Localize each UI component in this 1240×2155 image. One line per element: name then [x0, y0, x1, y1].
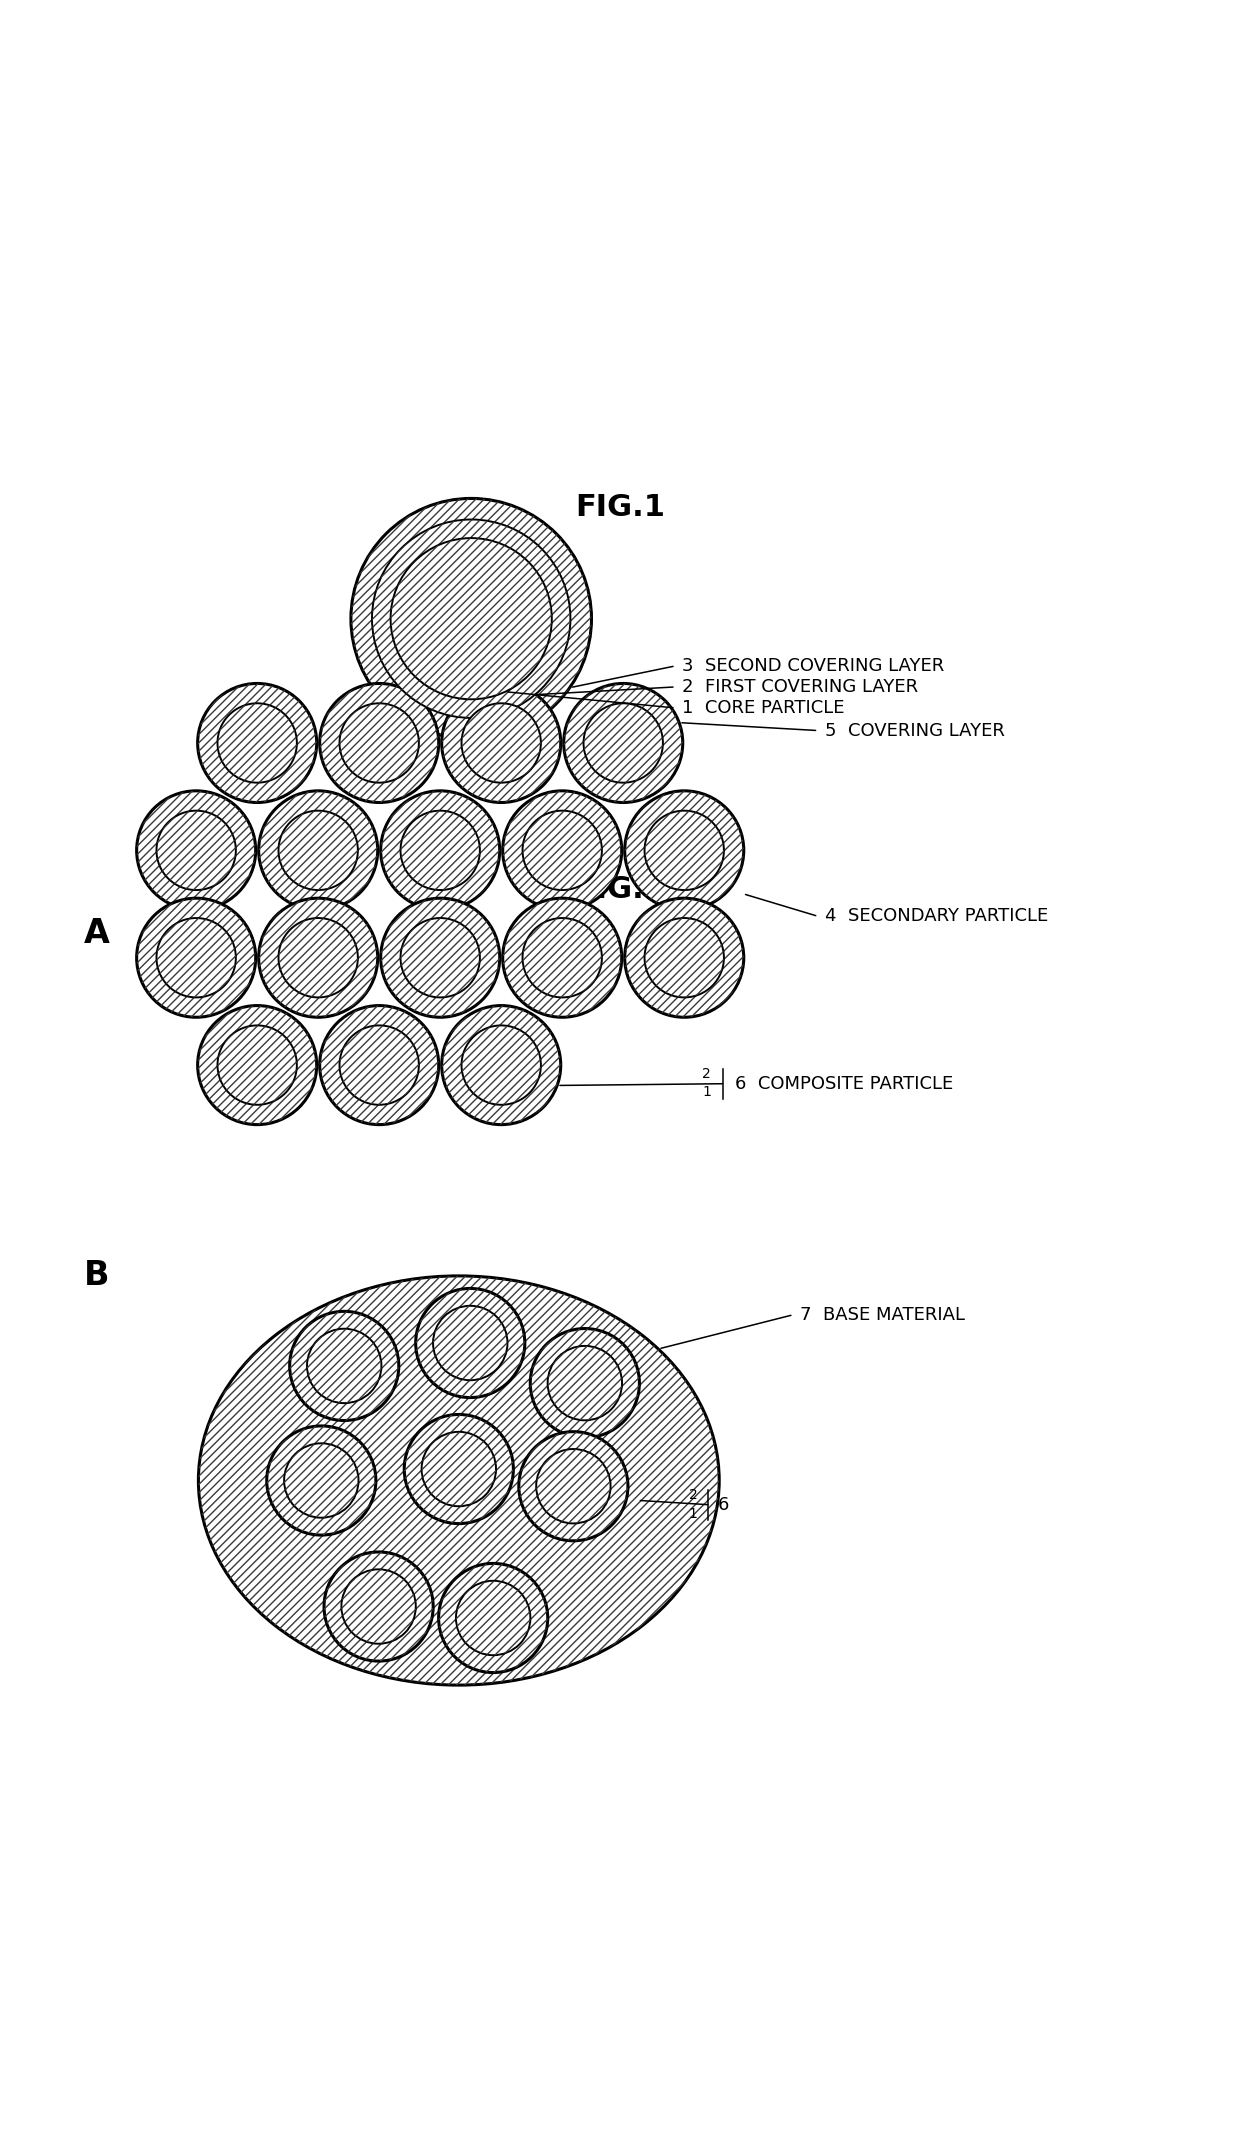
Text: FIG.2: FIG.2 — [575, 875, 665, 903]
Circle shape — [625, 899, 744, 1017]
Text: 7  BASE MATERIAL: 7 BASE MATERIAL — [800, 1306, 965, 1323]
Circle shape — [439, 1562, 548, 1672]
Circle shape — [341, 1569, 415, 1644]
Text: 6  COMPOSITE PARTICLE: 6 COMPOSITE PARTICLE — [735, 1075, 954, 1093]
Circle shape — [522, 810, 601, 890]
Circle shape — [422, 1431, 496, 1506]
Circle shape — [391, 539, 552, 700]
Circle shape — [433, 1306, 507, 1379]
Circle shape — [441, 1006, 560, 1125]
Text: 2: 2 — [702, 1067, 712, 1082]
Circle shape — [320, 1006, 439, 1125]
Circle shape — [518, 1431, 627, 1541]
Circle shape — [645, 810, 724, 890]
Circle shape — [290, 1312, 399, 1420]
Circle shape — [548, 1347, 622, 1420]
Circle shape — [372, 519, 570, 718]
Circle shape — [415, 1289, 525, 1399]
Circle shape — [259, 899, 378, 1017]
Circle shape — [522, 918, 601, 998]
Text: B: B — [84, 1259, 110, 1293]
Circle shape — [284, 1444, 358, 1517]
Text: 1: 1 — [702, 1086, 712, 1099]
Circle shape — [279, 918, 358, 998]
Circle shape — [531, 1327, 640, 1437]
Circle shape — [308, 1330, 382, 1403]
Circle shape — [259, 791, 378, 909]
Circle shape — [461, 703, 541, 782]
Circle shape — [381, 899, 500, 1017]
Text: A: A — [84, 918, 110, 950]
Circle shape — [136, 899, 255, 1017]
Circle shape — [324, 1552, 433, 1662]
Circle shape — [439, 1562, 548, 1672]
Circle shape — [401, 918, 480, 998]
Circle shape — [404, 1414, 513, 1524]
Circle shape — [156, 810, 236, 890]
Circle shape — [156, 918, 236, 998]
Text: 6: 6 — [718, 1496, 729, 1513]
Circle shape — [197, 1006, 316, 1125]
Text: 2  FIRST COVERING LAYER: 2 FIRST COVERING LAYER — [682, 679, 918, 696]
Text: 1  CORE PARTICLE: 1 CORE PARTICLE — [682, 698, 844, 718]
Circle shape — [625, 791, 744, 909]
Circle shape — [518, 1431, 627, 1541]
Circle shape — [531, 1327, 640, 1437]
Circle shape — [404, 1414, 513, 1524]
Circle shape — [267, 1427, 376, 1534]
Text: 1: 1 — [688, 1506, 698, 1521]
Circle shape — [461, 1026, 541, 1106]
Circle shape — [136, 791, 255, 909]
Circle shape — [456, 1582, 531, 1655]
Circle shape — [401, 810, 480, 890]
Circle shape — [320, 683, 439, 802]
Circle shape — [441, 683, 560, 802]
Circle shape — [381, 791, 500, 909]
Ellipse shape — [198, 1276, 719, 1685]
Circle shape — [415, 1289, 525, 1399]
Circle shape — [197, 683, 316, 802]
Circle shape — [324, 1552, 433, 1662]
Circle shape — [536, 1448, 610, 1524]
Circle shape — [340, 703, 419, 782]
Circle shape — [502, 791, 621, 909]
Text: 2: 2 — [688, 1487, 698, 1502]
Text: 4  SECONDARY PARTICLE: 4 SECONDARY PARTICLE — [825, 907, 1048, 924]
Text: FIG.1: FIG.1 — [575, 493, 665, 522]
Circle shape — [502, 899, 621, 1017]
Circle shape — [645, 918, 724, 998]
Circle shape — [351, 498, 591, 739]
Circle shape — [217, 1026, 296, 1106]
Text: 3  SECOND COVERING LAYER: 3 SECOND COVERING LAYER — [682, 657, 944, 675]
Circle shape — [584, 703, 663, 782]
Circle shape — [340, 1026, 419, 1106]
Circle shape — [290, 1312, 399, 1420]
Circle shape — [217, 703, 296, 782]
Circle shape — [279, 810, 358, 890]
Circle shape — [267, 1427, 376, 1534]
Text: 5  COVERING LAYER: 5 COVERING LAYER — [825, 722, 1004, 739]
Circle shape — [564, 683, 683, 802]
